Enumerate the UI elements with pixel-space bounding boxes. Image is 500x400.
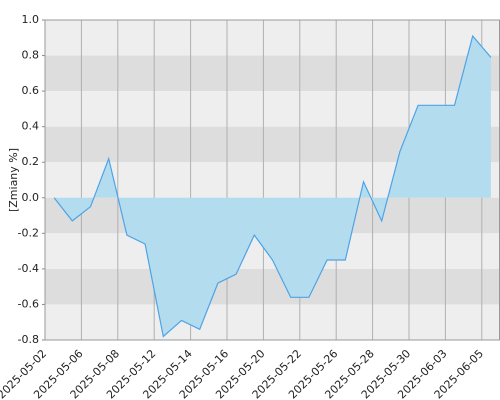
- grid-band: [45, 268, 500, 305]
- y-tick-label: 0.4: [22, 120, 40, 133]
- y-tick-label: 0.0: [22, 191, 40, 204]
- y-tick-label: -0.2: [18, 226, 39, 239]
- y-tick-label: -0.6: [18, 297, 39, 310]
- grid-band: [45, 55, 500, 92]
- y-tick-label: 0.2: [22, 155, 40, 168]
- y-tick-label: -0.8: [18, 333, 39, 346]
- y-axis-label: [Zmiany %]: [7, 148, 20, 212]
- grid-band: [45, 20, 500, 56]
- y-tick-label: 0.6: [22, 84, 40, 97]
- grid-band: [45, 304, 500, 340]
- line: [53, 34, 492, 338]
- y-tick-label: 1.0: [22, 13, 40, 26]
- y-tick-label: -0.4: [18, 262, 39, 275]
- y-tick-label: 0.8: [22, 49, 40, 62]
- area: [54, 36, 491, 337]
